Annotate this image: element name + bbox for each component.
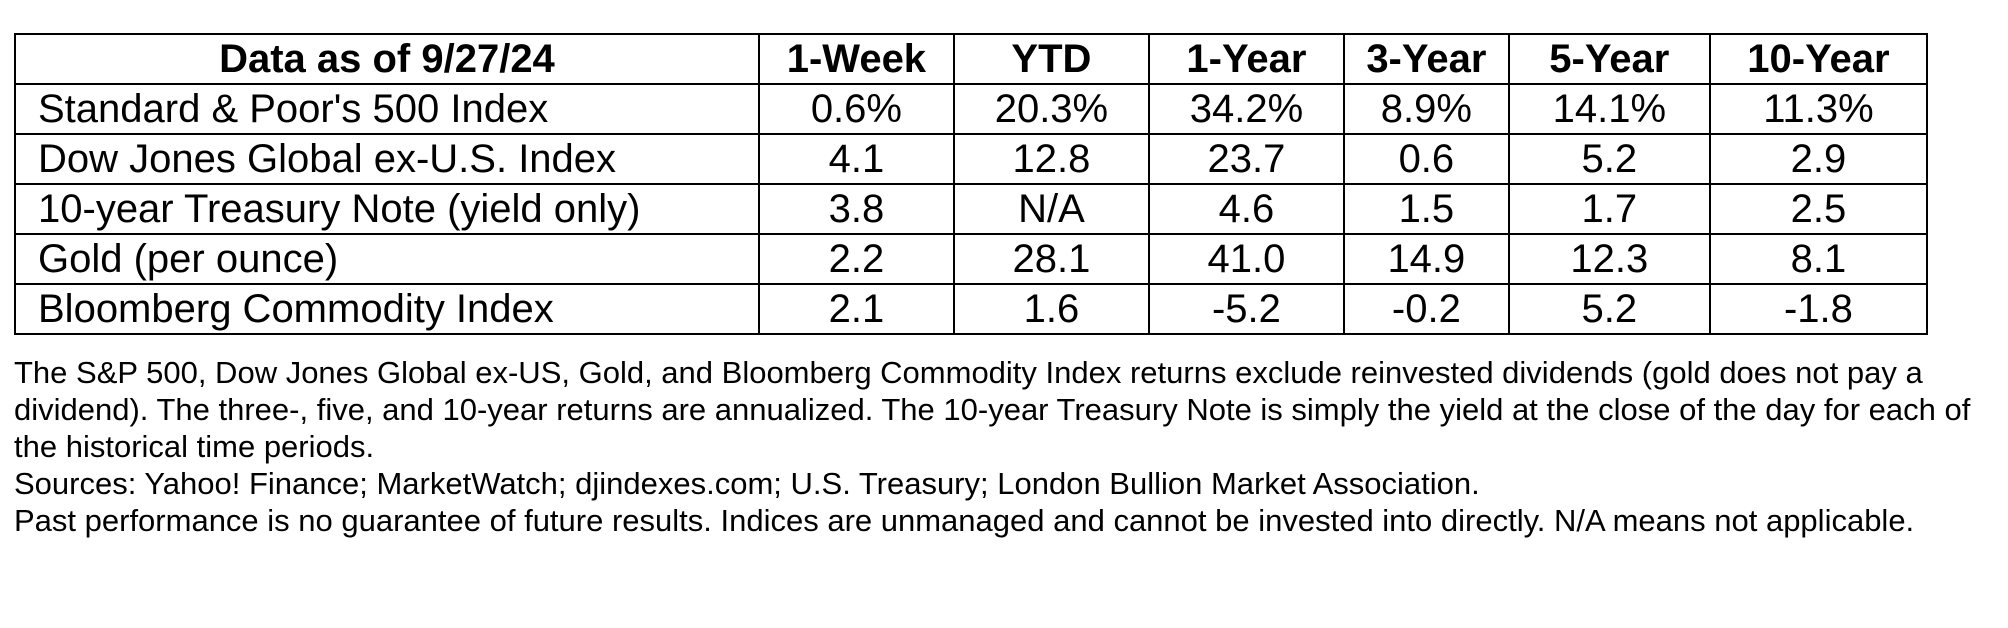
- table-cell: 5.2: [1507, 133, 1711, 185]
- table-cell: -1.8: [1708, 283, 1929, 335]
- table-cell: 4.1: [757, 133, 955, 185]
- table-row: Dow Jones Global ex-U.S. Index 4.1 12.8 …: [14, 133, 1929, 185]
- table-cell: 2.2: [757, 233, 955, 285]
- table-cell: 14.1%: [1507, 83, 1711, 135]
- footnotes: The S&P 500, Dow Jones Global ex-US, Gol…: [14, 354, 1998, 539]
- row-label: Standard & Poor's 500 Index: [14, 83, 760, 135]
- disclaimer-note: Past performance is no guarantee of futu…: [14, 503, 1915, 538]
- table-cell: 41.0: [1147, 233, 1345, 285]
- table-cell: 14.9: [1342, 233, 1510, 285]
- header-cell-5-year: 5-Year: [1507, 33, 1711, 85]
- table-row: 10-year Treasury Note (yield only) 3.8 N…: [14, 183, 1929, 235]
- table-cell: 8.9%: [1342, 83, 1510, 135]
- table-cell: N/A: [952, 183, 1150, 235]
- table-cell: 23.7: [1147, 133, 1345, 185]
- table-cell: 34.2%: [1147, 83, 1345, 135]
- row-label: Bloomberg Commodity Index: [14, 283, 760, 335]
- table-cell: 2.1: [757, 283, 955, 335]
- table-cell: 1.7: [1507, 183, 1711, 235]
- table-cell: 12.8: [952, 133, 1150, 185]
- table-cell: 0.6: [1342, 133, 1510, 185]
- row-label: Gold (per ounce): [14, 233, 760, 285]
- table-row: Bloomberg Commodity Index 2.1 1.6 -5.2 -…: [14, 283, 1929, 335]
- table-cell: 1.6: [952, 283, 1150, 335]
- header-cell-as-of-date: Data as of 9/27/24: [14, 33, 760, 85]
- table-cell: 0.6%: [757, 83, 955, 135]
- table-cell: 3.8: [757, 183, 955, 235]
- table-cell: 20.3%: [952, 83, 1150, 135]
- row-label: Dow Jones Global ex-U.S. Index: [14, 133, 760, 185]
- table-row: Standard & Poor's 500 Index 0.6% 20.3% 3…: [14, 83, 1929, 135]
- table-cell: 11.3%: [1708, 83, 1929, 135]
- row-label: 10-year Treasury Note (yield only): [14, 183, 760, 235]
- header-cell-10-year: 10-Year: [1708, 33, 1929, 85]
- table-cell: 12.3: [1507, 233, 1711, 285]
- table-cell: 2.5: [1708, 183, 1929, 235]
- header-cell-ytd: YTD: [952, 33, 1150, 85]
- sources-note: Sources: Yahoo! Finance; MarketWatch; dj…: [14, 466, 1480, 501]
- table-cell: 4.6: [1147, 183, 1345, 235]
- table-cell: 2.9: [1708, 133, 1929, 185]
- table-cell: 28.1: [952, 233, 1150, 285]
- header-row: Data as of 9/27/24 1-Week YTD 1-Year 3-Y…: [14, 33, 1929, 85]
- performance-table: Data as of 9/27/24 1-Week YTD 1-Year 3-Y…: [14, 33, 1929, 335]
- table-cell: -5.2: [1147, 283, 1345, 335]
- table-cell: 5.2: [1507, 283, 1711, 335]
- table-cell: 1.5: [1342, 183, 1510, 235]
- table-cell: -0.2: [1342, 283, 1510, 335]
- table-cell: 8.1: [1708, 233, 1929, 285]
- table-row: Gold (per ounce) 2.2 28.1 41.0 14.9 12.3…: [14, 233, 1929, 285]
- header-cell-1-year: 1-Year: [1147, 33, 1345, 85]
- header-cell-1-week: 1-Week: [757, 33, 955, 85]
- header-cell-3-year: 3-Year: [1342, 33, 1510, 85]
- methodology-note: The S&P 500, Dow Jones Global ex-US, Gol…: [14, 355, 1971, 464]
